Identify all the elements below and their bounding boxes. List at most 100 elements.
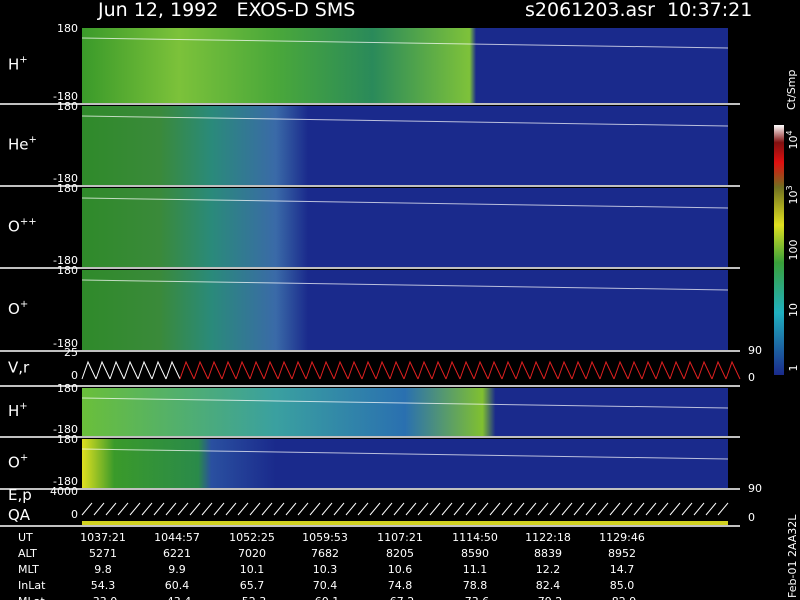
trace (261, 502, 273, 516)
trace (249, 502, 261, 516)
colorbar-unit: Ct/Smp (785, 70, 798, 110)
panel-label: H+ (8, 401, 28, 420)
row-label: ALT (18, 547, 37, 560)
cell: 10.1 (240, 563, 265, 576)
trace (473, 360, 489, 380)
y-tick-label: -180 (53, 172, 78, 185)
trace (453, 502, 465, 516)
trace (613, 360, 629, 380)
trace (361, 360, 377, 380)
trace (81, 37, 729, 49)
trace (375, 360, 391, 380)
trace (489, 502, 501, 516)
trace (393, 502, 405, 516)
label-exp: 3 (785, 185, 794, 190)
y2-tick-label: 0 (748, 511, 755, 524)
panel (82, 439, 728, 488)
colorbar-label: 10 (787, 303, 800, 317)
y-tick-label: 180 (57, 382, 78, 395)
trace (585, 502, 597, 516)
trace (305, 360, 321, 380)
panel (82, 352, 728, 385)
y2-tick-label: 0 (748, 371, 755, 384)
trace (725, 360, 741, 380)
cell: 14.7 (610, 563, 635, 576)
trace (285, 502, 297, 516)
trace (81, 502, 93, 516)
cell: 85.0 (610, 579, 635, 592)
cell: 6221 (163, 547, 191, 560)
panel-label: He+ (8, 135, 37, 154)
trace (109, 360, 125, 380)
panel (82, 491, 728, 525)
panel (82, 188, 728, 267)
trace (389, 360, 405, 380)
trace (369, 502, 381, 516)
trace (165, 502, 177, 516)
trace (465, 502, 477, 516)
cell: 11.1 (463, 563, 488, 576)
cell: 9.8 (94, 563, 112, 576)
cell: 70.4 (313, 579, 338, 592)
label-sup: + (19, 55, 27, 66)
trace (515, 360, 531, 380)
y-tick-label: -180 (53, 254, 78, 267)
trace (225, 502, 237, 516)
cell: 1052:25 (229, 531, 275, 544)
cell: -52.3 (238, 595, 266, 600)
trace (529, 360, 545, 380)
panel-label: E,p (8, 486, 32, 504)
colorbar (774, 125, 784, 375)
trace (141, 502, 153, 516)
trace (657, 502, 669, 516)
trace (105, 502, 117, 516)
trace (117, 502, 129, 516)
y-tick-label: -180 (53, 90, 78, 103)
label-text: O (8, 300, 20, 318)
row-label: UT (18, 531, 33, 544)
trace (333, 360, 349, 380)
y-tick-label: -180 (53, 337, 78, 350)
trace (189, 502, 201, 516)
cell: 78.8 (463, 579, 488, 592)
trace (405, 502, 417, 516)
trace (705, 502, 717, 516)
label-text: E,p (8, 486, 32, 504)
label-text: He (8, 136, 29, 154)
trace (93, 502, 105, 516)
cell: 65.7 (240, 579, 265, 592)
trace (129, 502, 141, 516)
trace (621, 502, 633, 516)
trace (633, 502, 645, 516)
cell: 82.4 (536, 579, 561, 592)
trace (609, 502, 621, 516)
cell: 1114:50 (452, 531, 498, 544)
trace (557, 360, 573, 380)
y2-tick-label: 90 (748, 482, 762, 495)
y-tick-label: 0 (71, 369, 78, 382)
cell: 1059:53 (302, 531, 348, 544)
trace (681, 502, 693, 516)
trace (137, 360, 153, 380)
cell: -43.4 (163, 595, 191, 600)
trace (95, 360, 111, 380)
cell: 54.3 (91, 579, 116, 592)
panel-label: O+ (8, 453, 28, 472)
cell: -60.1 (311, 595, 339, 600)
trace (669, 502, 681, 516)
trace (153, 502, 165, 516)
trace (291, 360, 307, 380)
trace (213, 502, 225, 516)
y-tick-label: -180 (53, 475, 78, 488)
trace (571, 360, 587, 380)
trace (711, 360, 727, 380)
trace (123, 360, 139, 380)
title: Jun 12, 1992 EXOS-D SMS (97, 0, 355, 21)
cell: 60.4 (165, 579, 190, 592)
trace (81, 279, 729, 291)
cell: 8952 (608, 547, 636, 560)
cell: 1044:57 (154, 531, 200, 544)
trace (347, 360, 363, 380)
